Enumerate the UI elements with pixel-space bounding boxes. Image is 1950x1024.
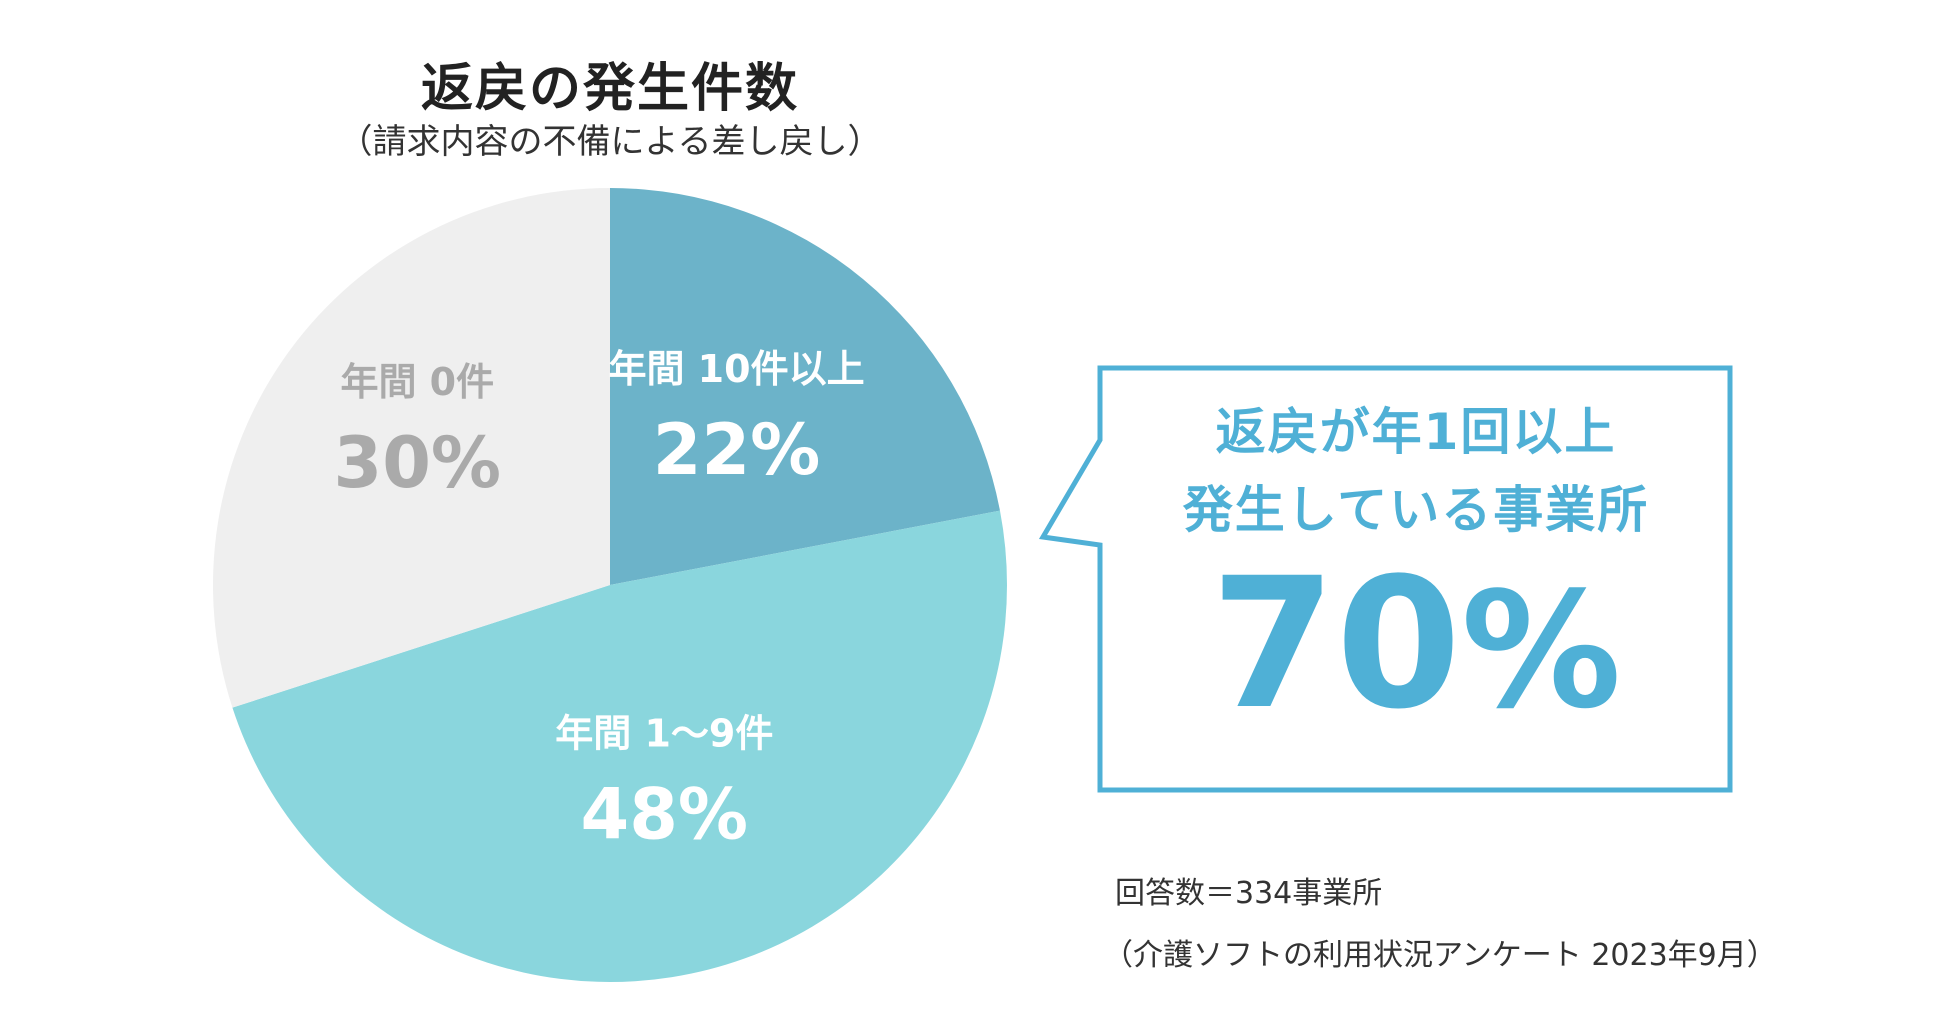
callout-line-2: 発生している事業所 [1182, 481, 1650, 539]
chart-title: 返戻の発生件数 [420, 59, 800, 119]
pie-slice [232, 510, 1007, 982]
callout-value-number: 70 [1210, 540, 1462, 749]
callout-box [1038, 365, 1733, 793]
slice-percent-label: 22% [653, 409, 821, 491]
callout-value: 70% [1211, 555, 1622, 735]
source-note: （介護ソフトの利用状況アンケート 2023年9月） [1103, 938, 1777, 973]
pie-slice [610, 188, 1000, 585]
slice-percent-label: 48% [581, 773, 749, 855]
callout-value-unit: % [1461, 557, 1622, 744]
slice-percent-label: 30% [334, 422, 502, 504]
slice-category-label: 年間 1〜9件 [555, 711, 773, 755]
callout-line-1: 返戻が年1回以上 [1215, 403, 1617, 461]
slice-category-label: 年間 0件 [340, 360, 494, 404]
respondents-note: 回答数＝334事業所 [1115, 876, 1383, 911]
chart-subtitle: （請求内容の不備による差し戻し） [338, 122, 882, 162]
pie-slice [212, 188, 611, 708]
slice-category-label: 年間 10件以上 [608, 347, 864, 391]
